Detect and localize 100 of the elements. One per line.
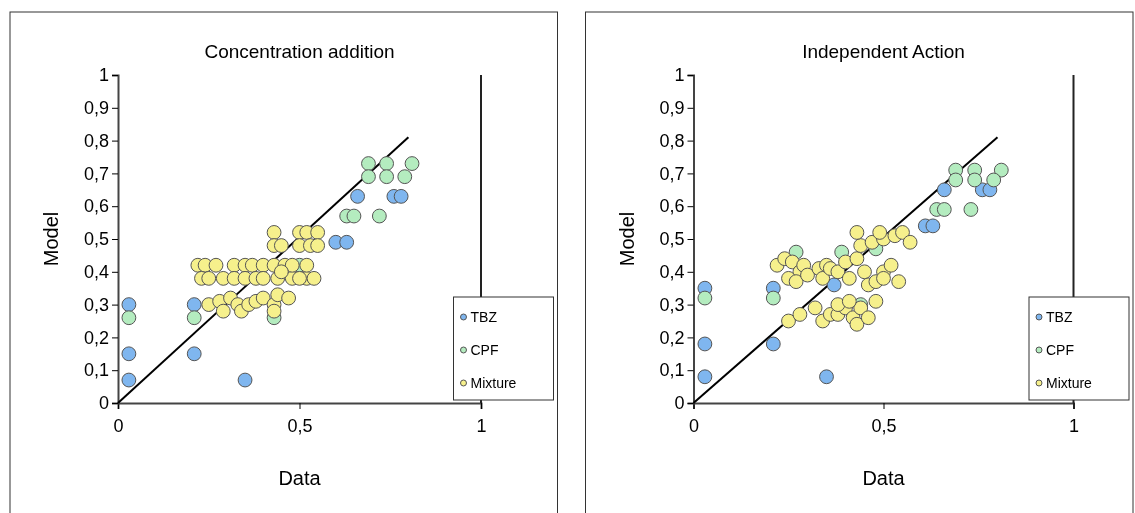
y-tick-label: 1 xyxy=(98,65,109,86)
point xyxy=(404,156,420,171)
point xyxy=(215,303,231,319)
point xyxy=(186,297,202,312)
y-tick-label: 0,7 xyxy=(83,163,109,184)
legend-label: CPF xyxy=(1046,342,1074,358)
point xyxy=(273,264,289,280)
point xyxy=(361,169,376,185)
y-tick-label: 0,6 xyxy=(659,196,685,217)
y-tick-label: 0,6 xyxy=(83,196,109,217)
point xyxy=(800,267,815,283)
y-tick-label: 0,5 xyxy=(659,229,685,250)
point xyxy=(830,297,846,312)
point xyxy=(986,172,1002,188)
point xyxy=(379,169,395,185)
point xyxy=(819,369,834,385)
point xyxy=(310,225,326,240)
point xyxy=(393,188,409,204)
legend-label: TBZ xyxy=(470,309,498,325)
point xyxy=(967,172,983,188)
point xyxy=(361,156,376,171)
x-axis-title: Data xyxy=(862,467,906,489)
y-tick-label: 0,7 xyxy=(659,163,685,184)
point xyxy=(891,274,907,290)
point xyxy=(350,188,365,204)
point xyxy=(781,313,796,329)
point xyxy=(186,346,202,362)
point xyxy=(765,290,781,306)
point xyxy=(765,336,781,352)
point xyxy=(255,270,271,286)
point xyxy=(121,346,137,362)
point xyxy=(371,208,387,224)
x-axis-title: Data xyxy=(278,467,322,489)
point xyxy=(883,257,899,273)
y-axis-title: Model xyxy=(615,211,638,267)
point xyxy=(993,162,1009,178)
chart-title: Independent Action xyxy=(802,41,965,62)
y-tick-label: 0,4 xyxy=(83,262,109,283)
point xyxy=(397,169,413,185)
point xyxy=(284,257,300,273)
y-tick-label: 0,8 xyxy=(659,130,685,151)
y-axis-title: Model xyxy=(40,211,62,267)
x-tick-label: 0 xyxy=(113,415,124,436)
point xyxy=(266,225,282,240)
point xyxy=(849,251,865,267)
x-tick-label: 1 xyxy=(1068,415,1080,436)
point xyxy=(868,293,884,309)
y-tick-label: 0 xyxy=(98,393,109,414)
point xyxy=(815,270,831,286)
point xyxy=(346,208,362,224)
y-tick-label: 0,3 xyxy=(659,294,685,315)
y-tick-label: 0,2 xyxy=(83,327,109,348)
point xyxy=(379,156,395,171)
point xyxy=(281,290,297,306)
point xyxy=(849,316,865,332)
point xyxy=(826,277,842,293)
y-tick-label: 1 xyxy=(674,65,685,86)
point xyxy=(299,257,315,273)
point xyxy=(876,270,891,286)
x-tick-label: 0 xyxy=(688,415,700,436)
y-tick-label: 0,9 xyxy=(659,98,685,119)
point xyxy=(807,300,823,316)
point xyxy=(936,182,952,198)
y-tick-label: 0,4 xyxy=(659,262,685,283)
y-tick-label: 0,9 xyxy=(83,98,109,119)
y-tick-label: 0,3 xyxy=(83,294,109,315)
x-tick-label: 1 xyxy=(476,415,487,436)
y-tick-label: 0,1 xyxy=(659,360,685,381)
point xyxy=(925,218,941,234)
point xyxy=(255,290,271,306)
point xyxy=(266,303,282,319)
legend-label: TBZ xyxy=(1046,309,1073,325)
point xyxy=(860,310,876,326)
y-tick-label: 0,1 xyxy=(83,360,109,381)
point xyxy=(838,254,853,270)
point xyxy=(697,290,713,306)
point xyxy=(273,238,289,253)
point xyxy=(697,369,713,385)
point xyxy=(121,372,137,388)
point xyxy=(121,310,137,326)
point xyxy=(788,274,804,290)
point xyxy=(841,293,857,309)
y-tick-label: 0,2 xyxy=(659,327,685,348)
y-tick-label: 0 xyxy=(674,393,685,414)
y-tick-label: 0,5 xyxy=(83,229,109,250)
x-tick-label: 0,5 xyxy=(287,415,313,436)
point xyxy=(292,270,307,286)
point xyxy=(121,297,137,312)
point xyxy=(306,270,322,286)
y-tick-label: 0,8 xyxy=(83,130,109,151)
point xyxy=(948,172,964,188)
point xyxy=(872,225,888,240)
legend-label: Mixture xyxy=(1046,375,1093,391)
point xyxy=(963,202,979,217)
chart-title: Concentration addition xyxy=(204,41,395,62)
legend-label: CPF xyxy=(470,342,499,358)
point xyxy=(857,264,872,280)
point xyxy=(208,257,224,273)
point xyxy=(936,202,952,217)
point xyxy=(339,234,355,250)
